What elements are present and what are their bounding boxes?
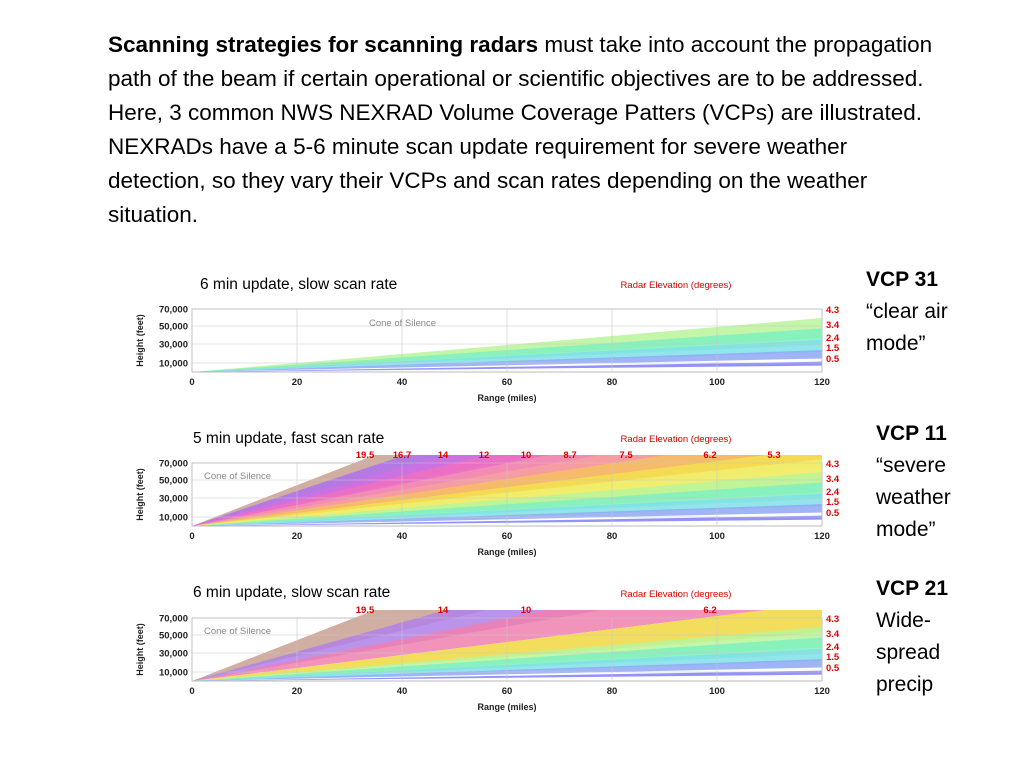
elevation-label-top: 14 (438, 605, 449, 616)
elevation-label: 1.5 (826, 343, 840, 354)
elevation-label-top: 6.2 (703, 605, 716, 616)
intro-paragraph: Scanning strategies for scanning radars … (108, 28, 948, 232)
elevation-label-top: 6.2 (703, 450, 716, 461)
panel-3-caption: 6 min update, slow scan rate (193, 584, 391, 601)
intro-body: must take into account the propagation p… (108, 32, 933, 227)
x-tick-label: 20 (292, 531, 303, 542)
panel-1-vcp-desc: “clear air mode” (866, 300, 948, 355)
y-axis-title: Height (feet) (135, 623, 145, 676)
x-tick-label: 120 (814, 377, 830, 388)
elevation-label: 0.5 (826, 508, 840, 519)
y-tick-label: 10,000 (159, 359, 188, 370)
elevation-label: 3.4 (826, 474, 840, 485)
y-tick-label: 10,000 (159, 513, 188, 524)
x-tick-label: 120 (814, 686, 830, 697)
x-tick-label: 80 (607, 531, 618, 542)
x-tick-label: 40 (397, 377, 408, 388)
y-axis-title: Height (feet) (135, 468, 145, 521)
elevation-label: 2.4 (826, 487, 840, 498)
x-tick-label: 60 (502, 377, 513, 388)
elevation-label: 4.3 (826, 614, 839, 625)
x-tick-label: 0 (189, 686, 194, 697)
panel-3-vcp-label: VCP 21 Wide- spread precip (876, 573, 948, 701)
panel-2-vcp-label: VCP 11 “severe weather mode” (876, 418, 951, 546)
y-tick-label: 30,000 (159, 649, 188, 660)
elevation-label-top: 10 (521, 605, 532, 616)
x-tick-label: 80 (607, 377, 618, 388)
y-tick-label: 50,000 (159, 476, 188, 487)
x-axis-title: Range (miles) (477, 547, 536, 557)
elevation-label: 1.5 (826, 652, 840, 663)
y-tick-label: 30,000 (159, 340, 188, 351)
elevation-label-top: 14 (438, 450, 449, 461)
chart-title: Radar Elevation (degrees) (621, 280, 732, 291)
x-tick-label: 0 (189, 531, 194, 542)
y-axis-title: Height (feet) (135, 314, 145, 367)
panel-1-caption: 6 min update, slow scan rate (200, 276, 398, 293)
x-axis-title: Range (miles) (477, 393, 536, 403)
y-tick-label: 70,000 (159, 614, 188, 625)
panel-1-chart: Radar Elevation (degrees) 0 20 40 60 80 100 120… (135, 280, 840, 403)
panel-1-vcp-name: VCP 31 (866, 268, 938, 291)
elevation-label: 3.4 (826, 320, 840, 331)
elevation-label: 4.3 (826, 305, 839, 316)
panel-2-vcp-desc: “severe weather mode” (876, 454, 951, 541)
panel-3-chart: Radar Elevation (degrees) 0 20 40 60 80 100 120… (135, 589, 840, 712)
x-axis-title: Range (miles) (477, 702, 536, 712)
x-tick-label: 20 (292, 686, 303, 697)
x-tick-label: 40 (397, 686, 408, 697)
panel-3-vcp-name: VCP 21 (876, 577, 948, 600)
x-tick-label: 120 (814, 531, 830, 542)
chart-title: Radar Elevation (degrees) (621, 589, 732, 600)
intro-bold-lead: Scanning strategies for scanning radars (108, 32, 539, 57)
elevation-label-top: 5.3 (767, 450, 780, 461)
elevation-label-top: 12 (479, 450, 490, 461)
elevation-label-top: 16.7 (393, 450, 412, 461)
x-tick-label: 100 (709, 377, 725, 388)
elevation-label: 1.5 (826, 497, 840, 508)
y-tick-label: 70,000 (159, 305, 188, 316)
chart-title: Radar Elevation (degrees) (621, 434, 732, 445)
elevation-label: 0.5 (826, 354, 840, 365)
x-tick-label: 0 (189, 377, 194, 388)
x-tick-label: 40 (397, 531, 408, 542)
elevation-label-top: 10 (521, 450, 532, 461)
elevation-label: 4.3 (826, 459, 839, 470)
elevation-label-top: 19.5 (356, 450, 375, 461)
cone-of-silence-label: Cone of Silence (369, 318, 436, 329)
x-tick-label: 20 (292, 377, 303, 388)
cone-of-silence-label: Cone of Silence (204, 471, 271, 482)
panel-3-vcp-desc: Wide- spread precip (876, 609, 941, 696)
panel-1-vcp-label: VCP 31 “clear air mode” (866, 264, 948, 360)
panel-2-caption: 5 min update, fast scan rate (193, 430, 385, 447)
y-tick-label: 10,000 (159, 668, 188, 679)
x-tick-label: 60 (502, 686, 513, 697)
elevation-label-top: 7.5 (619, 450, 633, 461)
y-tick-label: 50,000 (159, 631, 188, 642)
elevation-label: 0.5 (826, 663, 840, 674)
panel-2-chart: Radar Elevation (degrees)0 20 40 60 80 100 120… (135, 434, 840, 557)
x-tick-label: 100 (709, 531, 725, 542)
elevation-label: 3.4 (826, 629, 840, 640)
x-tick-label: 80 (607, 686, 618, 697)
elevation-label-top: 19.5 (356, 605, 375, 616)
elevation-label-top: 8.7 (563, 450, 576, 461)
y-tick-label: 50,000 (159, 322, 188, 333)
cone-of-silence-label: Cone of Silence (204, 626, 271, 637)
panel-2-vcp-name: VCP 11 (876, 422, 947, 445)
y-tick-label: 30,000 (159, 494, 188, 505)
y-tick-label: 70,000 (159, 459, 188, 470)
x-tick-label: 100 (709, 686, 725, 697)
elevation-label: 2.4 (826, 333, 840, 344)
elevation-label: 2.4 (826, 642, 840, 653)
x-tick-label: 60 (502, 531, 513, 542)
